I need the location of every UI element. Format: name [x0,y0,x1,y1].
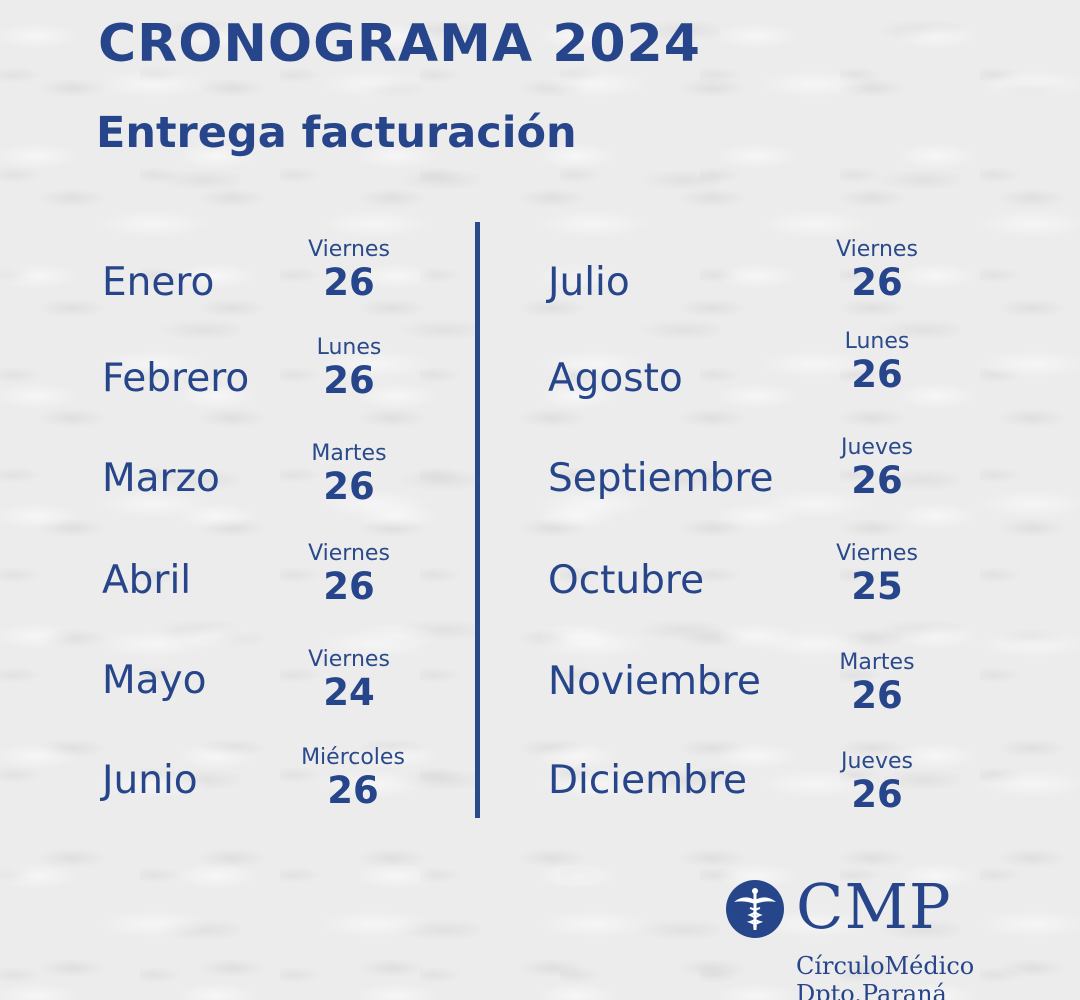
cmp-logo: CMP CírculoMédico Dpto.Paraná [726,876,986,1000]
date-block: Viernes 24 [284,648,414,714]
day-number: 26 [851,674,903,717]
date-block: Jueves 26 [812,436,942,502]
schedule-row-octubre: Octubre Viernes 25 [548,542,968,632]
month-label: Abril [102,558,192,603]
day-number: 26 [851,773,903,816]
weekday-label: Jueves [841,435,913,460]
weekday-label: Martes [311,441,387,466]
weekday-label: Lunes [316,335,382,360]
logo-name-line1: CírculoMédico [796,952,975,980]
day-number: 26 [851,261,903,304]
day-number: 26 [851,353,903,396]
date-block: Viernes 25 [812,542,942,608]
schedule-row-febrero: Febrero Lunes 26 [102,336,522,426]
day-number: 25 [851,565,903,608]
schedule-row-julio: Julio Viernes 26 [548,238,968,328]
month-label: Noviembre [548,659,761,704]
weekday-label: Viernes [308,237,390,262]
date-block: Martes 26 [812,651,942,717]
month-label: Junio [102,758,198,803]
date-block: Lunes 26 [812,330,942,396]
column-divider [475,222,480,818]
schedule-row-diciembre: Diciembre Jueves 26 [548,750,968,840]
schedule-row-enero: Enero Viernes 26 [102,238,522,328]
weekday-label: Miércoles [301,745,405,770]
weekday-label: Viernes [836,237,918,262]
logo-acronym: CMP [796,876,952,943]
weekday-label: Martes [839,650,915,675]
page-title: CRONOGRAMA 2024 [98,14,701,74]
weekday-label: Jueves [841,749,913,774]
schedule-row-agosto: Agosto Lunes 26 [548,330,968,420]
day-number: 26 [323,465,375,508]
month-label: Octubre [548,558,705,603]
date-block: Viernes 26 [284,238,414,304]
page-subtitle: Entrega facturación [96,108,577,158]
month-label: Julio [548,260,630,305]
day-number: 26 [323,261,375,304]
schedule-row-mayo: Mayo Viernes 24 [102,648,522,738]
date-block: Jueves 26 [812,750,942,816]
day-number: 26 [323,359,375,402]
month-label: Diciembre [548,758,748,803]
day-number: 26 [851,459,903,502]
day-number: 24 [323,671,375,714]
month-label: Agosto [548,356,683,401]
month-label: Enero [102,260,215,305]
weekday-label: Viernes [836,541,918,566]
weekday-label: Viernes [308,541,390,566]
schedule-row-noviembre: Noviembre Martes 26 [548,651,968,741]
schedule-row-junio: Junio Miércoles 26 [102,746,522,836]
weekday-label: Lunes [844,329,910,354]
month-label: Septiembre [548,456,774,501]
month-label: Mayo [102,658,207,703]
logo-organization-name: CírculoMédico Dpto.Paraná [796,952,974,1000]
day-number: 26 [327,769,379,812]
schedule-row-septiembre: Septiembre Jueves 26 [548,436,968,526]
schedule-row-marzo: Marzo Martes 26 [102,442,522,532]
date-block: Miércoles 26 [278,746,428,812]
month-label: Marzo [102,456,220,501]
schedule-row-abril: Abril Viernes 26 [102,542,522,632]
weekday-label: Viernes [308,647,390,672]
day-number: 26 [323,565,375,608]
month-label: Febrero [102,356,250,401]
date-block: Viernes 26 [284,542,414,608]
date-block: Martes 26 [284,442,414,508]
date-block: Viernes 26 [812,238,942,304]
logo-name-line2: Dpto.Paraná [796,980,947,1000]
date-block: Lunes 26 [284,336,414,402]
caduceus-icon [726,880,784,938]
